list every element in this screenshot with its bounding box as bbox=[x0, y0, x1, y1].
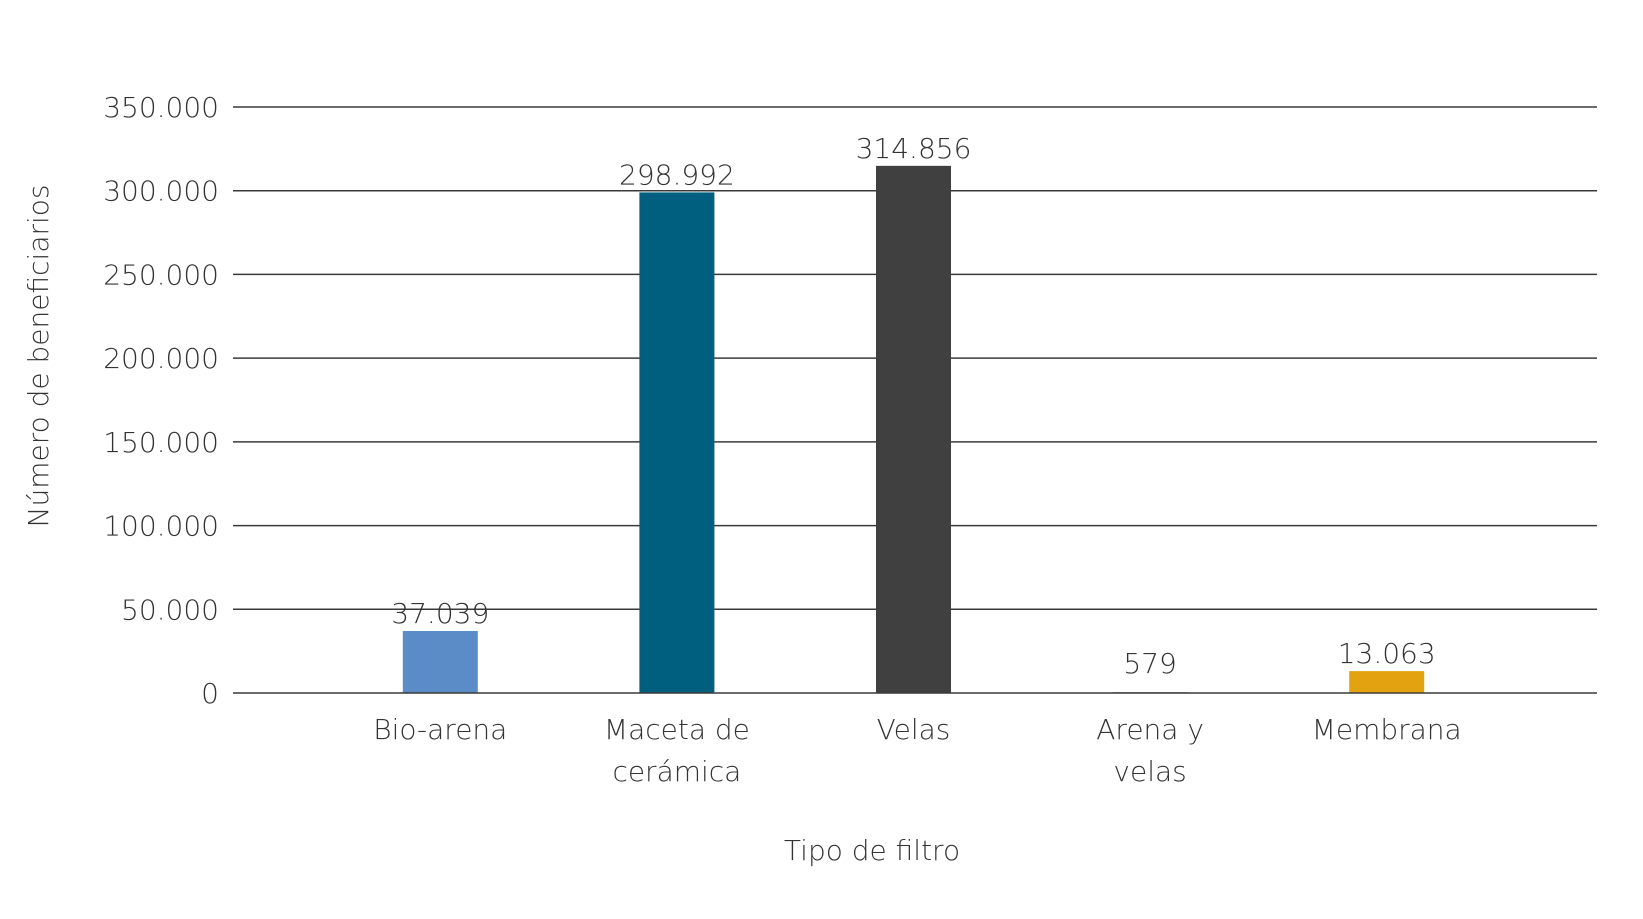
y-tick-label: 150.000 bbox=[103, 426, 219, 459]
data-labels: 37.039 298.992 314.856 579 13.063 bbox=[391, 132, 1435, 680]
x-axis-title: Tipo de filtro bbox=[784, 834, 960, 867]
data-label: 13.063 bbox=[1338, 637, 1436, 670]
y-tick-label: 100.000 bbox=[103, 510, 219, 543]
y-axis-tick-labels: 0 50.000 100.000 150.000 200.000 250.000 300.0… bbox=[103, 91, 219, 710]
category-label: Velas bbox=[877, 713, 951, 746]
bars bbox=[402, 165, 1425, 694]
bar bbox=[402, 630, 478, 693]
category-label-line: velas bbox=[1113, 755, 1186, 788]
y-tick-label: 250.000 bbox=[103, 258, 219, 291]
category-label: Arena y velas bbox=[1096, 713, 1204, 788]
category-label: Maceta de cerámica bbox=[604, 713, 750, 788]
y-axis-title: Número de beneficiarios bbox=[22, 185, 55, 528]
y-tick-label: 0 bbox=[201, 677, 219, 710]
bar bbox=[876, 165, 951, 694]
y-tick-label: 50.000 bbox=[121, 593, 219, 626]
bar bbox=[1349, 671, 1425, 693]
category-label-line: Maceta de bbox=[604, 713, 750, 746]
category-label: Bio-arena bbox=[373, 713, 507, 746]
data-label: 579 bbox=[1123, 647, 1176, 680]
category-label-line: Membrana bbox=[1312, 713, 1462, 746]
data-label: 37.039 bbox=[391, 597, 489, 630]
category-label-line: cerámica bbox=[612, 755, 741, 788]
category-label-line: Bio-arena bbox=[373, 713, 507, 746]
y-tick-label: 350.000 bbox=[103, 91, 219, 124]
y-tick-label: 200.000 bbox=[103, 342, 219, 375]
data-label: 298.992 bbox=[619, 158, 735, 191]
category-label: Membrana bbox=[1312, 713, 1462, 746]
data-label: 314.856 bbox=[856, 132, 972, 165]
category-label-line: Velas bbox=[877, 713, 951, 746]
bar bbox=[639, 192, 715, 693]
y-tick-label: 300.000 bbox=[103, 175, 219, 208]
x-axis-category-labels: Bio-arena Maceta de cerámica Velas Arena y ve… bbox=[373, 713, 1461, 788]
category-label-line: Arena y bbox=[1096, 713, 1204, 746]
